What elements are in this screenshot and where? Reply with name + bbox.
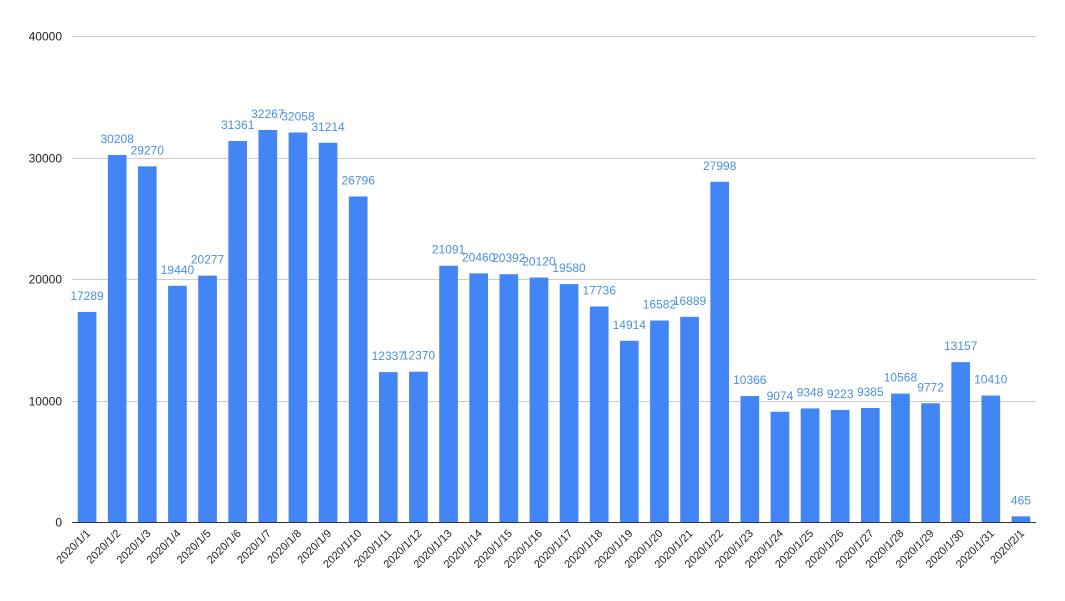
data-label: 17736 <box>583 284 617 298</box>
data-label: 13157 <box>944 339 978 353</box>
bar <box>981 395 1001 522</box>
data-label: 31214 <box>311 120 345 134</box>
bar <box>198 275 217 522</box>
data-label: 27998 <box>703 159 737 173</box>
bar <box>288 132 308 522</box>
data-label: 14914 <box>613 318 647 332</box>
bar <box>168 285 187 522</box>
bar <box>499 274 519 522</box>
data-label: 16889 <box>673 294 707 308</box>
bar <box>559 284 579 522</box>
bar <box>529 277 549 522</box>
bar <box>710 181 730 522</box>
data-label: 26796 <box>342 173 376 187</box>
x-axis-ticks: 2020/1/12020/1/22020/1/32020/1/42020/1/5… <box>54 528 1027 571</box>
bar <box>439 265 458 522</box>
y-tick-label: 40000 <box>29 30 63 44</box>
data-label: 20392 <box>492 251 526 265</box>
bars <box>77 129 1031 522</box>
data-label: 10366 <box>733 373 767 387</box>
data-label: 20120 <box>522 255 556 269</box>
data-label: 9348 <box>797 385 824 399</box>
data-label: 12337 <box>372 349 406 363</box>
data-label: 32058 <box>281 110 315 124</box>
data-label: 16582 <box>643 298 677 312</box>
data-label: 19440 <box>161 263 195 277</box>
data-label: 10410 <box>974 373 1008 387</box>
bar <box>619 340 639 522</box>
bar <box>228 140 248 522</box>
bar <box>348 196 368 522</box>
data-label: 9223 <box>827 387 854 401</box>
bar <box>891 393 910 522</box>
bar <box>830 409 850 522</box>
data-label: 12370 <box>402 349 436 363</box>
y-tick-label: 20000 <box>29 273 63 287</box>
bar <box>137 166 157 522</box>
bar <box>378 372 398 522</box>
data-label: 9772 <box>917 380 944 394</box>
bar <box>1011 516 1031 522</box>
data-label: 17289 <box>70 289 104 303</box>
data-label: 9385 <box>857 385 884 399</box>
data-label: 10568 <box>884 371 918 385</box>
data-label: 20460 <box>462 250 496 264</box>
bar <box>318 142 338 522</box>
data-label: 32267 <box>251 107 285 121</box>
y-axis-ticks: 0 10000 20000 30000 40000 <box>29 30 63 530</box>
y-tick-label: 30000 <box>29 152 63 166</box>
bar <box>77 311 97 522</box>
data-label: 30208 <box>101 132 135 146</box>
bar <box>409 371 428 522</box>
bar <box>740 396 760 522</box>
data-label: 31361 <box>221 118 255 132</box>
bar <box>680 316 699 522</box>
bar <box>650 320 669 522</box>
data-label: 20277 <box>191 253 225 267</box>
y-tick-label: 10000 <box>29 395 63 409</box>
bar <box>951 362 971 522</box>
bar <box>589 306 609 522</box>
data-label: 9074 <box>767 389 794 403</box>
bar <box>258 129 278 522</box>
bar <box>770 411 790 522</box>
bar <box>107 154 127 522</box>
bar <box>921 403 940 522</box>
data-label: 465 <box>1011 493 1031 507</box>
data-label: 19580 <box>552 261 586 275</box>
bar <box>469 273 489 522</box>
bar <box>800 408 820 522</box>
bar <box>860 407 880 522</box>
y-tick-label: 0 <box>55 516 62 530</box>
data-label: 21091 <box>432 243 466 257</box>
data-label: 29270 <box>131 143 165 157</box>
